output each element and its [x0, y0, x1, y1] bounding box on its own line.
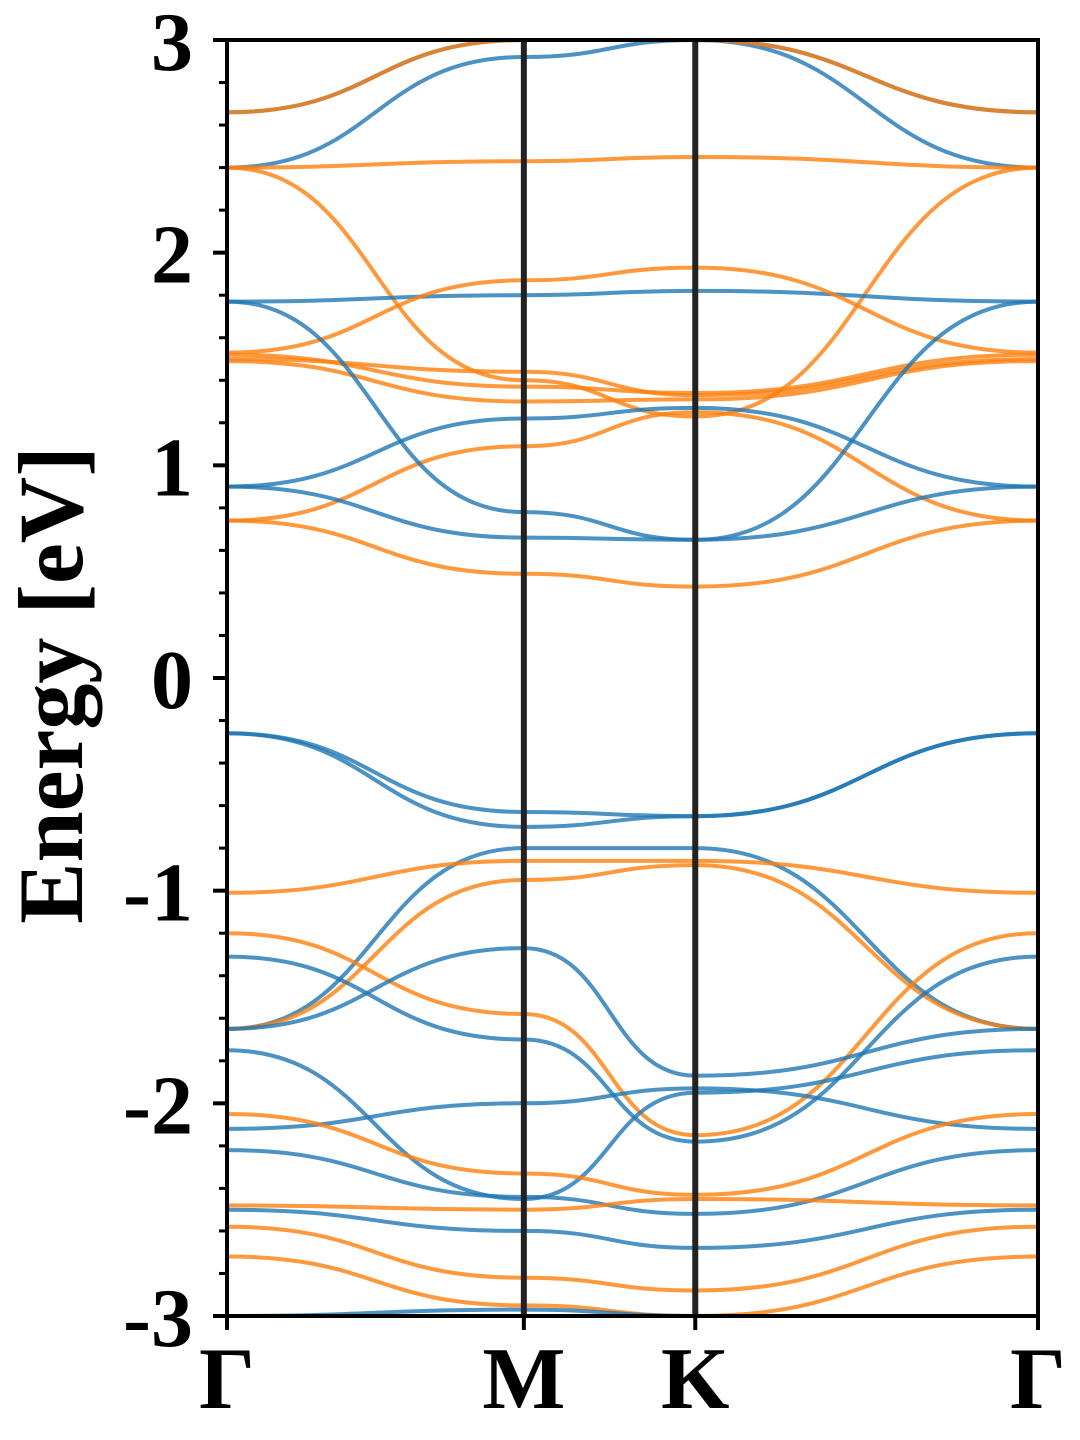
band-line-blue: [227, 731, 1038, 819]
y-tick-label: 1: [151, 421, 193, 514]
band-line-blue: [227, 40, 1038, 170]
plot-frame: [225, 38, 1040, 1318]
high-symmetry-lines: [520, 40, 699, 1316]
band-line-orange: [227, 265, 1038, 355]
band-line-blue: [227, 405, 1038, 489]
y-tick-label: 3: [151, 0, 193, 89]
y-tick-label: 2: [151, 209, 193, 302]
band-line-blue: [227, 946, 1038, 1078]
y-tick-label: -1: [123, 847, 193, 940]
band-line-blue: [227, 40, 1038, 170]
band-line-orange: [227, 931, 1038, 1138]
band-line-blue: [227, 846, 1038, 1031]
band-line-blue: [227, 484, 1038, 542]
band-line-orange: [227, 410, 1038, 523]
y-axis-ticks: -3 -2 -1 0 1 2 3: [123, 0, 227, 1365]
band-line-orange: [227, 1224, 1038, 1293]
band-line-blue: [227, 731, 1038, 829]
x-tick-label: Γ: [1010, 1331, 1066, 1428]
x-tick-label: K: [661, 1331, 729, 1428]
band-line-blue: [227, 954, 1038, 1144]
band-line-blue: [227, 1048, 1038, 1202]
band-line-blue: [227, 1086, 1038, 1131]
band-line-orange: [227, 518, 1038, 589]
band-line-blue: [227, 1207, 1038, 1250]
band-line-orange: [227, 1196, 1038, 1212]
band-line-blue: [227, 1307, 1038, 1316]
band-line-orange: [227, 858, 1038, 895]
y-axis-title: Energy [eV]: [0, 446, 102, 924]
band-line-blue: [227, 288, 1038, 304]
x-tick-label: Γ: [199, 1331, 255, 1428]
band-line-blue: [227, 299, 1038, 542]
x-tick-label: M: [482, 1331, 565, 1428]
band-line-orange: [227, 359, 1038, 404]
band-line-orange: [227, 357, 1038, 398]
band-line-orange: [227, 40, 1038, 115]
band-lines: [227, 40, 1038, 1316]
band-line-orange: [227, 352, 1038, 396]
y-tick-label: -2: [123, 1059, 193, 1152]
y-tick-label: -3: [123, 1272, 193, 1365]
band-line-blue: [227, 1148, 1038, 1216]
y-tick-label: 0: [151, 634, 193, 727]
band-line-orange: [227, 1112, 1038, 1197]
band-line-orange: [227, 154, 1038, 170]
